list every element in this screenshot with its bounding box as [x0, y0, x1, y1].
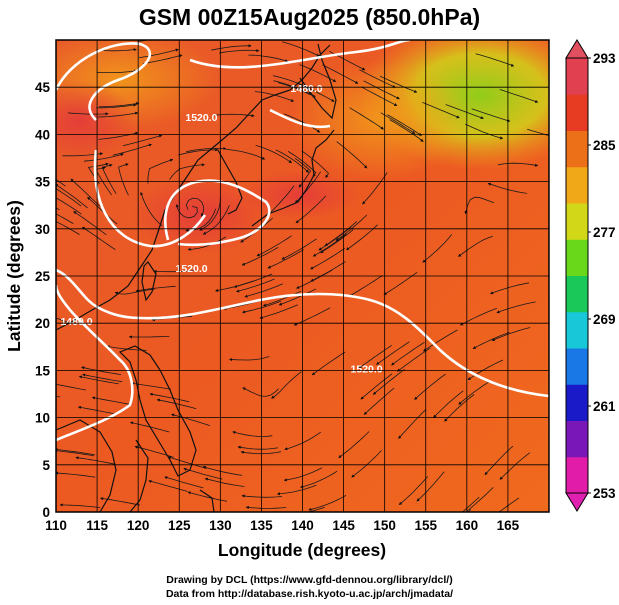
y-tick-label: 15	[35, 363, 51, 378]
colorbar-tick-label: 285	[593, 138, 616, 153]
colorbar-segment	[566, 420, 588, 458]
contour-label: 1520.0	[351, 363, 383, 375]
colorbar-segment	[566, 166, 588, 204]
contour-label: 1520.0	[176, 263, 208, 275]
x-tick-label: 160	[456, 518, 479, 533]
colorbar-segment	[566, 203, 588, 240]
colorbar-segment	[566, 348, 588, 385]
x-axis-label: Longitude (degrees)	[218, 540, 386, 560]
x-tick-label: 115	[86, 518, 108, 533]
y-tick-label: 25	[35, 269, 51, 284]
x-tick-label: 140	[291, 518, 314, 533]
y-tick-label: 45	[35, 80, 51, 95]
credit-data-source: Data from http://database.rish.kyoto-u.a…	[165, 588, 454, 600]
colorbar-tick-label: 277	[593, 225, 616, 240]
colorbar-segment	[566, 384, 588, 421]
x-tick-label: 135	[250, 518, 273, 533]
y-tick-label: 20	[35, 316, 50, 331]
y-tick-label: 5	[42, 458, 50, 473]
x-axis-ticks: 110 115 120 125 130 135 140 145 150 155 160 165	[45, 518, 520, 533]
height-contours	[56, 40, 549, 442]
colorbar-segment	[566, 311, 588, 349]
x-tick-label: 130	[209, 518, 232, 533]
y-axis-ticks: 0 5 10 15 20 25 30 35 40 45	[35, 80, 51, 520]
colorbar-tick-label: 293	[593, 51, 616, 66]
colorbar-segment	[566, 275, 588, 313]
colorbar-min-arrow	[565, 492, 589, 512]
y-tick-label: 0	[42, 505, 50, 520]
y-tick-label: 35	[35, 175, 51, 190]
contour-label: 1520.0	[185, 112, 217, 124]
x-tick-label: 155	[414, 518, 437, 533]
contour-label: 1480.0	[291, 83, 323, 95]
x-tick-label: 150	[373, 518, 396, 533]
colorbar-tick-label: 253	[593, 486, 616, 501]
colorbar-segment	[566, 94, 588, 131]
colorbar-tick-label: 261	[593, 399, 616, 414]
credit-dcl: Drawing by DCL (https://www.gfd-dennou.o…	[166, 574, 453, 586]
x-tick-label: 125	[168, 518, 191, 533]
wind-streamlines	[56, 40, 549, 512]
y-tick-label: 10	[35, 411, 50, 426]
map-grid	[56, 40, 549, 512]
colorbar-segment	[566, 456, 588, 494]
y-tick-label: 30	[35, 222, 50, 237]
colorbar-segment	[566, 130, 588, 168]
colorbar-max-arrow	[565, 39, 589, 59]
chart-title: GSM 00Z15Aug2025 (850.0hPa)	[138, 4, 481, 30]
coastlines	[56, 43, 337, 512]
colorbar-segment	[566, 58, 588, 95]
x-tick-label: 165	[497, 518, 520, 533]
x-tick-label: 145	[332, 518, 355, 533]
colorbar-segment	[566, 239, 588, 276]
colorbar-tick-label: 269	[593, 312, 616, 327]
x-tick-label: 120	[127, 518, 150, 533]
y-tick-label: 40	[35, 127, 50, 142]
contour-label: 1480.0	[60, 316, 92, 328]
y-axis-label: Latitude (degrees)	[4, 200, 24, 352]
colorbar: 293 285 277 269 261 253	[565, 39, 616, 512]
x-tick-label: 110	[45, 518, 67, 533]
